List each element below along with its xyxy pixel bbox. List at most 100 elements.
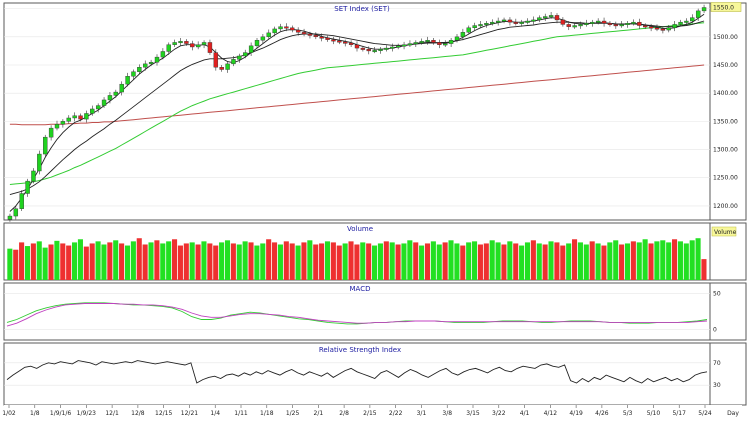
x-tick-label: 5/3 xyxy=(623,410,633,417)
candle-body xyxy=(113,91,119,96)
volume-bar xyxy=(613,240,619,280)
candle-body xyxy=(266,32,271,38)
price-tick-label: 1300.00 xyxy=(713,147,738,154)
volume-bar xyxy=(183,243,189,280)
candle-body xyxy=(554,15,560,21)
volume-bar xyxy=(195,244,201,280)
last-value-label: 1550.0 xyxy=(713,5,734,12)
volume-bar xyxy=(295,245,301,280)
candle-body xyxy=(48,127,54,138)
candle-body xyxy=(395,45,401,48)
candle-body xyxy=(148,61,154,65)
candle-body xyxy=(460,32,466,38)
volume-bar xyxy=(513,243,519,280)
price-tick-label: 1250.00 xyxy=(713,175,738,182)
x-tick-label: 5/10 xyxy=(647,410,661,417)
candle-body xyxy=(666,27,671,31)
volume-bar xyxy=(166,241,172,280)
volume-bar xyxy=(672,239,678,280)
volume-bar xyxy=(95,241,101,280)
x-axis-label: Day xyxy=(727,410,739,417)
volume-bar xyxy=(677,241,683,280)
candle-body xyxy=(231,59,236,65)
volume-bar xyxy=(230,243,236,280)
candle-body xyxy=(19,193,24,209)
candle-body xyxy=(613,24,619,27)
volume-bar xyxy=(301,242,307,280)
x-tick-label: 1/8 xyxy=(30,410,40,417)
candle-body xyxy=(572,25,577,28)
candle-body xyxy=(278,26,283,30)
candle-body xyxy=(548,15,554,18)
x-tick-label: 3/15 xyxy=(466,410,480,417)
candle-body xyxy=(695,10,701,18)
candle-body xyxy=(31,170,36,182)
rsi-tick-label: 70 xyxy=(713,360,721,367)
candle-body xyxy=(490,21,495,24)
volume-bar xyxy=(401,243,407,280)
candle-body xyxy=(654,27,660,30)
volume-bar xyxy=(236,244,242,280)
candle-body xyxy=(43,136,48,155)
candle-body xyxy=(301,32,307,35)
candle-body xyxy=(190,43,195,48)
macd-tick-label: 0 xyxy=(713,327,717,334)
volume-bar xyxy=(660,240,666,280)
ma-long-line xyxy=(9,22,705,185)
candle-body xyxy=(360,47,366,50)
x-tick-label: 12/1 xyxy=(105,410,119,417)
x-tick-label: 12/21 xyxy=(181,410,198,417)
ma-very-long-line xyxy=(9,64,705,126)
candle-body xyxy=(284,26,289,29)
volume-bar xyxy=(89,243,95,280)
candle-body xyxy=(254,40,260,47)
candle-body xyxy=(166,44,171,52)
x-tick-label: 1/11 xyxy=(234,410,248,417)
volume-bar xyxy=(54,240,60,280)
x-tick-label: 5/24 xyxy=(698,410,712,417)
candle-body xyxy=(248,45,254,53)
volume-bar xyxy=(277,244,283,280)
candle-body xyxy=(90,108,95,114)
volume-bar xyxy=(366,243,372,280)
volume-bar xyxy=(595,243,601,280)
candle-body xyxy=(184,41,189,44)
volume-bar xyxy=(254,245,260,280)
candle-body xyxy=(319,36,324,39)
panel-frame-rsi xyxy=(3,342,711,406)
x-tick-label: 5/17 xyxy=(672,410,686,417)
volume-bar xyxy=(36,241,42,280)
rsi-title: Relative Strength Index xyxy=(319,346,401,354)
candle-body xyxy=(84,113,89,120)
volume-bar xyxy=(536,243,542,280)
candle-body xyxy=(60,121,66,125)
volume-bar xyxy=(413,242,419,280)
candle-body xyxy=(525,20,530,23)
candle-body xyxy=(331,39,336,42)
volume-bar xyxy=(466,242,472,280)
panel-gutter-macd xyxy=(709,282,747,341)
x-tick-label: 1/4 xyxy=(210,410,220,417)
candle-body xyxy=(178,41,183,44)
volume-bar xyxy=(66,245,72,280)
volume-bar xyxy=(7,248,13,280)
volume-bar xyxy=(119,243,125,280)
volume-bar xyxy=(430,241,436,280)
candle-body xyxy=(595,20,601,23)
candle-body xyxy=(54,123,60,129)
volume-bar xyxy=(460,245,466,280)
volume-bar xyxy=(313,244,319,280)
volume-bar xyxy=(407,240,413,280)
candle-body xyxy=(448,40,454,44)
volume-bar xyxy=(636,242,642,280)
volume-bar xyxy=(148,242,154,280)
volume-bar xyxy=(142,244,148,280)
volume-bar xyxy=(589,241,595,280)
volume-bar xyxy=(177,245,183,280)
x-tick-label: 12/8 xyxy=(131,410,145,417)
volume-bar xyxy=(389,242,395,280)
volume-bar xyxy=(519,245,525,280)
volume-bar xyxy=(572,239,578,280)
candle-body xyxy=(513,21,519,24)
volume-bar xyxy=(701,259,707,280)
